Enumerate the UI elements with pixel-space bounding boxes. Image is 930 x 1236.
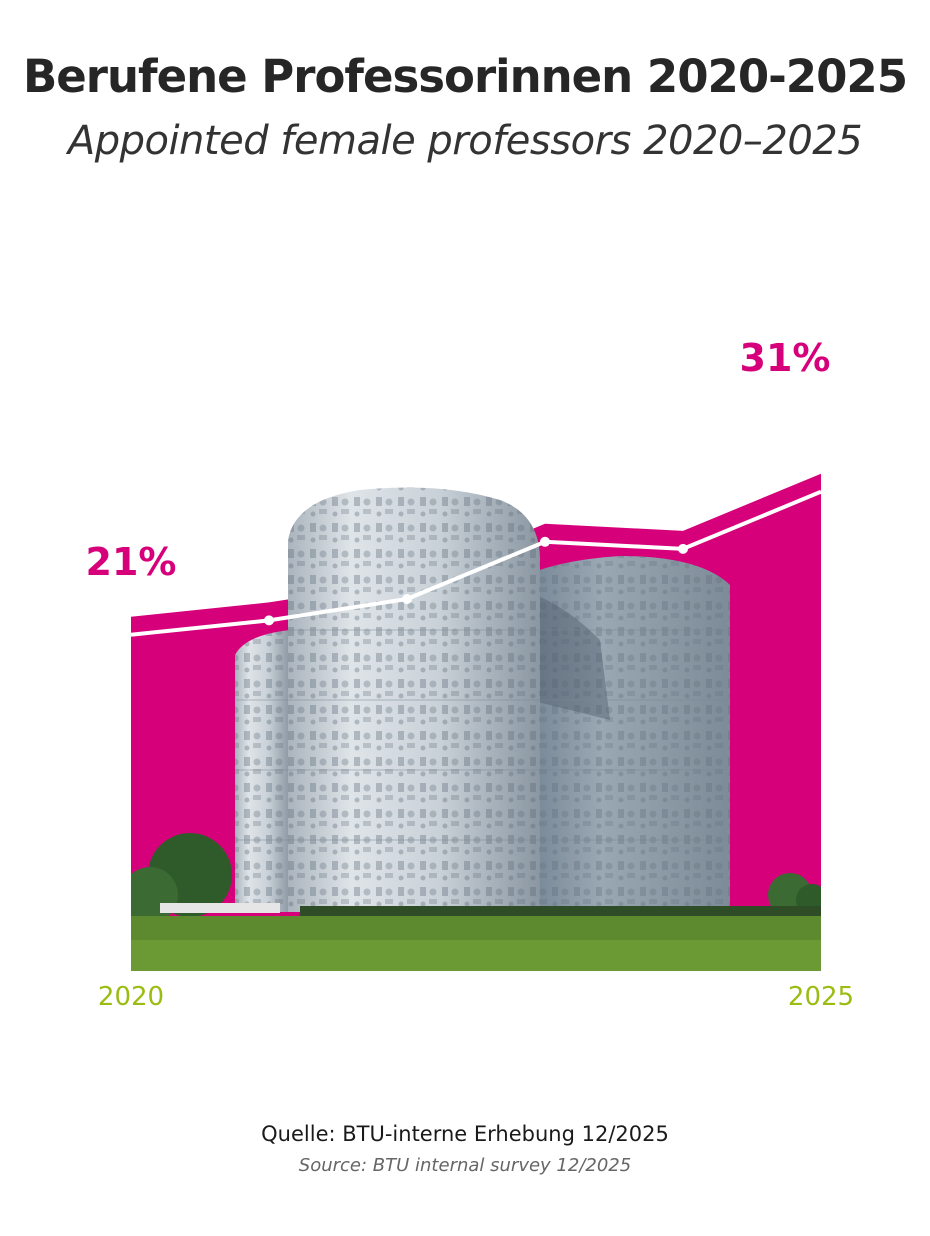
data-point-2022 [402, 594, 412, 604]
data-point-2023 [540, 536, 550, 547]
source-note-de: Quelle: BTU-interne Erhebung 12/2025 [261, 1122, 669, 1146]
building-photo [131, 487, 821, 971]
data-label-2020: 21% [86, 540, 177, 584]
x-tick-label-2020: 2020 [98, 982, 164, 1012]
chart-title: Berufene Professorinnen 2020-2025 [22, 50, 908, 103]
series-line-layer [130, 489, 822, 637]
series-line [130, 489, 822, 637]
x-tick-label-2025: 2025 [788, 982, 854, 1012]
data-label-2025: 31% [740, 336, 831, 380]
source-note-en: Source: BTU internal survey 12/2025 [298, 1155, 632, 1176]
data-point-2021 [264, 615, 274, 626]
chart-subtitle: Appointed female professors 2020–2025 [67, 118, 863, 164]
data-point-2024 [678, 543, 688, 554]
